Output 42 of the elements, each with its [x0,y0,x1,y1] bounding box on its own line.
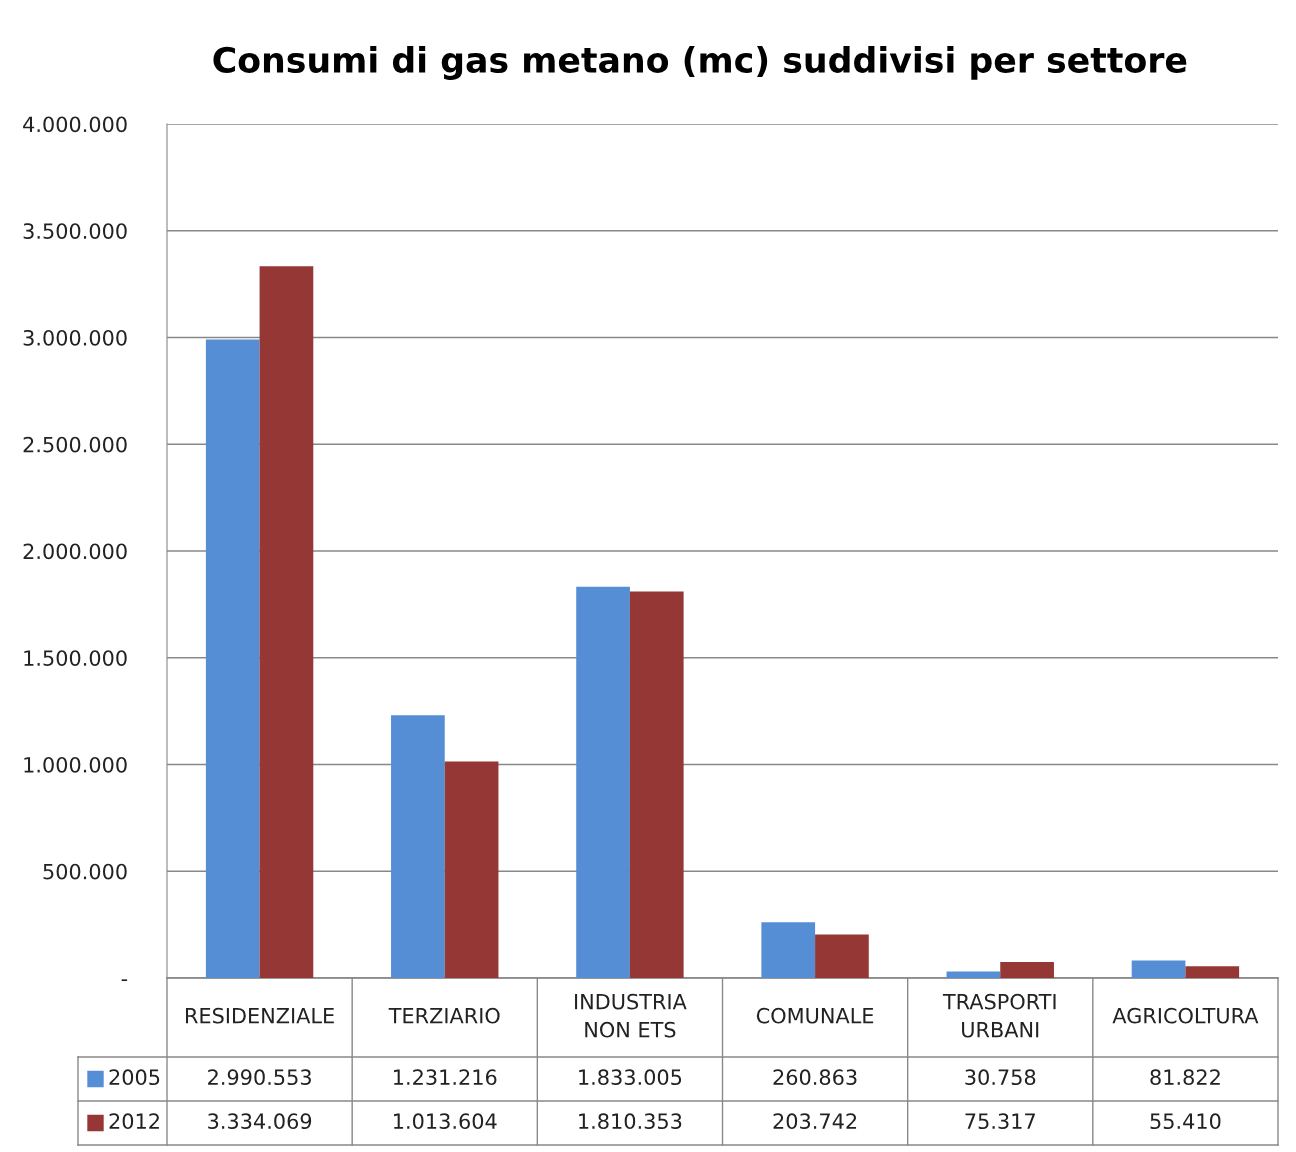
bar [205,339,260,978]
data-label: 81.822 [1150,1069,1220,1086]
y-tick-label: 1.500.000 [24,650,127,666]
x-tick-label: INDUSTRIA NON ETS [575,993,687,1038]
bar [444,761,499,978]
data-label: 1.013.604 [394,1113,497,1130]
data-label: 1.833.005 [579,1069,682,1086]
data-label: 30.758 [965,1069,1036,1086]
x-tick-label: TRASPORTI URBANI [942,993,1056,1038]
bar [576,586,630,978]
data-label: 260.863 [773,1069,857,1086]
y-tick-label: 2.500.000 [23,436,127,453]
data-label: 75.317 [965,1113,1035,1130]
data-label: 2.990.553 [208,1069,311,1086]
data-label: 203.742 [773,1113,857,1130]
x-tick-label: AGRICOLTURA [1112,1007,1259,1024]
x-tick-label: COMUNALE [756,1007,874,1024]
bar [1131,960,1186,978]
chart-title: Consumi di gas metano (mc) suddivisi per settore [213,46,1187,80]
y-tick-label: 500.000 [43,863,127,880]
bar [259,266,314,978]
bar [629,591,684,978]
x-tick-label: RESIDENZIALE [186,1007,334,1024]
data-label: 3.334.069 [208,1113,312,1130]
y-tick-label: 2.000.000 [23,543,127,560]
legend-label: 2005 [109,1069,160,1086]
bar [946,971,1001,978]
bar [1000,961,1054,978]
y-tick-label: - [121,979,128,982]
y-tick-label: 3.000.000 [23,329,127,346]
y-tick-label: 4.000.000 [23,116,127,133]
bar [391,715,445,978]
y-tick-label: 3.500.000 [23,223,127,239]
data-label: 55.410 [1150,1113,1221,1130]
legend-label: 2012 [109,1113,159,1130]
data-label: 1.810.353 [579,1113,682,1130]
bar [1185,966,1240,978]
bar [761,922,816,978]
data-label: 1.231.216 [394,1069,497,1086]
bar [815,934,869,978]
x-tick-label: TERZIARIO [388,1007,500,1024]
y-tick-label: 1.000.000 [24,756,127,773]
